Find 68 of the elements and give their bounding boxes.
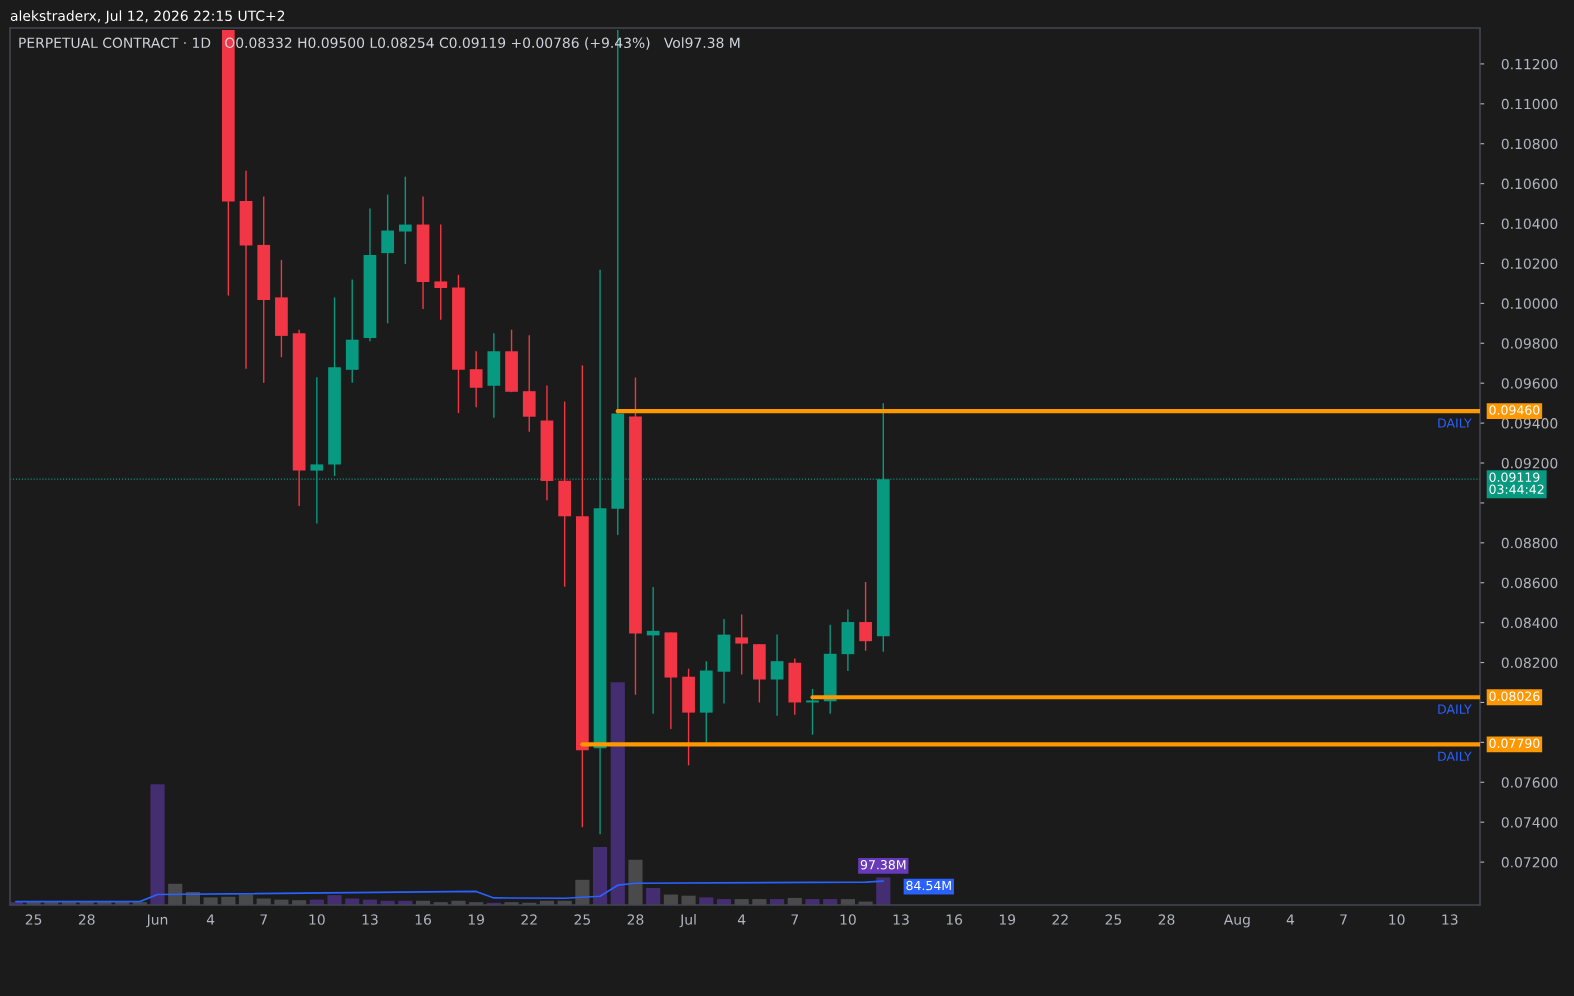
y-tick-label: 0.09600 [1501, 378, 1558, 389]
data-label: 0.08026 [1489, 691, 1540, 701]
x-tick-label: 13 [1442, 914, 1458, 925]
bar [610, 682, 625, 905]
bar [592, 847, 608, 905]
x-tick-label: Aug [1223, 914, 1250, 928]
candlestick [646, 586, 660, 715]
bar [646, 888, 661, 905]
candlestick [859, 581, 872, 652]
x-tick-label: 13 [893, 914, 909, 925]
x-tick-label: 16 [946, 914, 963, 925]
x-tick-label: 4 [1286, 914, 1295, 925]
y-tick-label: 0.10800 [1501, 138, 1558, 150]
x-tick-label: Jun [145, 914, 168, 928]
x-tick-label: 7 [260, 914, 267, 925]
data-label: 84.54M [906, 880, 951, 891]
x-tick-label: 28 [78, 914, 95, 925]
y-tick-label: 0.10000 [1501, 298, 1558, 309]
y-tick-label: 0.08400 [1501, 617, 1558, 629]
candlestick [398, 175, 412, 265]
x-tick-label: 10 [309, 914, 325, 925]
y-tick-label: 0.07400 [1501, 817, 1558, 828]
x-tick-label: 28 [627, 914, 644, 925]
x-tick-label: 19 [999, 914, 1016, 925]
y-tick-label: 0.11000 [1501, 98, 1558, 110]
y-tick-label: 0.10600 [1501, 178, 1558, 190]
candlestick [469, 350, 483, 408]
x-tick-label: 25 [1105, 914, 1122, 925]
x-tick-label: 25 [25, 914, 42, 925]
x-tick-label: Jul [679, 914, 696, 928]
x-tick-label: 22 [1052, 914, 1068, 925]
y-tick-label: 0.09800 [1501, 338, 1558, 349]
y-tick-label: 0.07200 [1501, 857, 1558, 868]
data-label: 97.38M [860, 860, 906, 870]
candlestick [806, 688, 819, 736]
x-tick-label: 25 [574, 914, 590, 925]
x-tick-label: 4 [737, 914, 746, 925]
y-tick-label: 0.07600 [1501, 777, 1558, 788]
x-tick-label: 16 [415, 914, 432, 925]
candlestick [735, 613, 749, 676]
candlestick [381, 193, 395, 325]
x-tick-label: 13 [362, 914, 378, 925]
data-label: 0.07790 [1489, 738, 1540, 748]
y-tick-label: 0.09200 [1501, 457, 1558, 469]
candlestick [434, 223, 448, 321]
series-label: DAILY [1438, 751, 1472, 761]
series-label: DAILY [1438, 704, 1472, 714]
data-label: 0.09460 [1489, 405, 1540, 415]
y-tick-label: 0.08200 [1501, 657, 1558, 669]
series-label: DAILY [1438, 418, 1472, 428]
bar [876, 877, 891, 905]
x-tick-label: 10 [840, 914, 856, 925]
x-tick-label: 7 [1340, 914, 1347, 925]
bar [150, 784, 165, 905]
x-tick-label: 4 [206, 914, 215, 925]
x-tick-label: 22 [521, 914, 537, 925]
chart-title: alekstraderx, Jul 12, 2026 22:15 UTC+2 [10, 10, 285, 24]
candlestick [770, 633, 784, 717]
ref-line-label: 0.09119 03:44:42 [1489, 472, 1544, 494]
y-tick-label: 0.08600 [1501, 577, 1558, 589]
y-tick-label: 0.10200 [1501, 258, 1558, 269]
y-tick-label: 0.11200 [1501, 58, 1558, 70]
x-tick-label: 10 [1389, 914, 1405, 925]
x-tick-label: 19 [468, 914, 485, 925]
y-tick-label: 0.08800 [1501, 537, 1558, 549]
x-tick-label: 28 [1158, 914, 1175, 925]
x-tick-label: 7 [791, 914, 799, 925]
y-tick-label: 0.10400 [1501, 218, 1558, 230]
